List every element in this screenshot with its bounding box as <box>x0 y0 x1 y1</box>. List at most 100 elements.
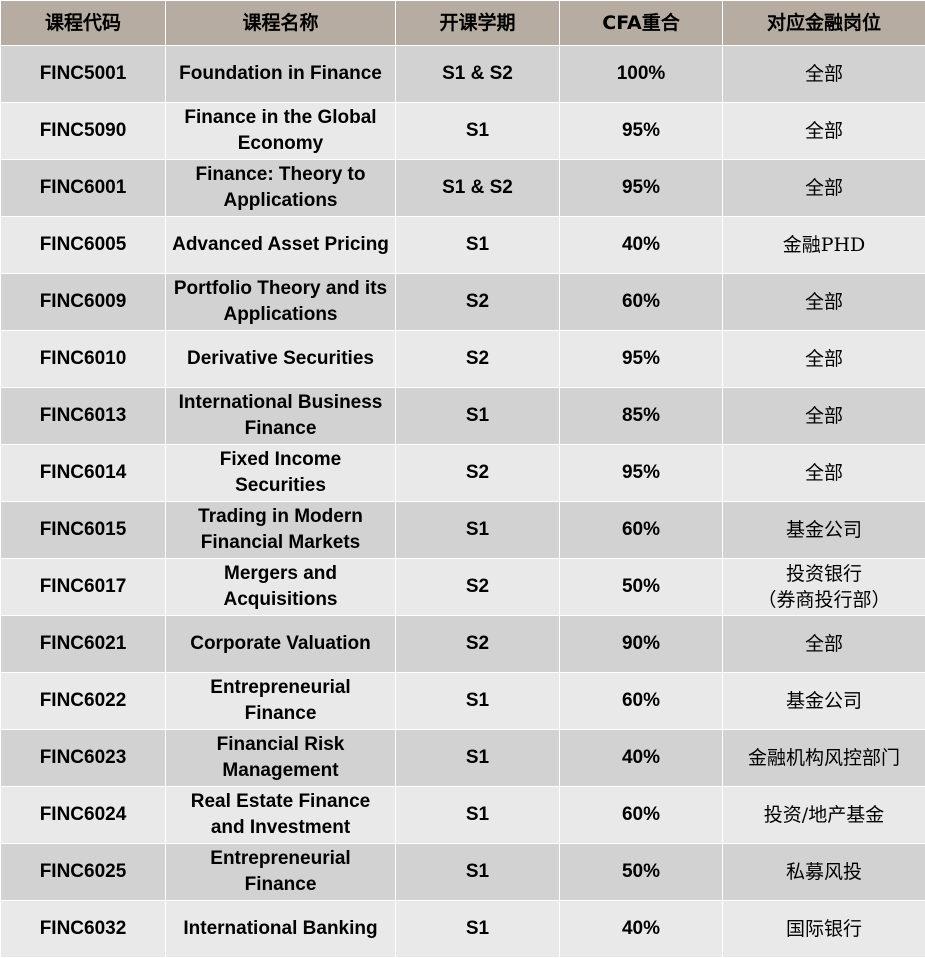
course-code-cell: FINC6022 <box>0 672 166 730</box>
table-row: FINC5090 Finance in the Global Economy S1 9… <box>0 102 925 160</box>
finance-role-cell: 全部 <box>722 159 925 217</box>
term-cell: S1 <box>395 102 560 160</box>
term-cell: S2 <box>395 615 560 673</box>
term-text: S1 <box>465 804 490 825</box>
finance-role-text: 投资银行 <box>785 563 862 585</box>
table-body: FINC5001 Foundation in Finance S1 & S2 100%… <box>0 45 925 958</box>
course-code-cell: FINC6025 <box>0 843 166 901</box>
finance-role-cell: 基金公司 <box>722 672 925 730</box>
term-text: S2 <box>465 462 490 483</box>
cfa-overlap-text: 40% <box>621 747 661 768</box>
finance-role-text: 全部 <box>804 633 843 655</box>
cfa-overlap-text: 95% <box>621 348 661 369</box>
cfa-overlap-cell: 60% <box>559 672 723 730</box>
cfa-overlap-cell: 95% <box>559 330 723 388</box>
finance-role-text: 全部 <box>804 177 843 199</box>
course-code-cell: FINC6023 <box>0 729 166 787</box>
table-row: FINC6013 International Business Finance S1… <box>0 387 925 445</box>
term-cell: S1 <box>395 501 560 559</box>
finance-role-cell: 投资银行 （券商投行部） <box>722 558 925 616</box>
course-name-text: International Business Finance <box>178 392 383 439</box>
course-code-cell: FINC6010 <box>0 330 166 388</box>
cfa-overlap-cell: 40% <box>559 729 723 787</box>
term-cell: S1 <box>395 786 560 844</box>
course-code-text: FINC6005 <box>39 234 127 255</box>
course-code-text: FINC6025 <box>39 861 127 882</box>
course-name-text: Real Estate Finance and Investment <box>190 791 371 838</box>
finance-role-text: 基金公司 <box>785 690 862 712</box>
course-code-text: FINC6023 <box>39 747 127 768</box>
cfa-overlap-text: 95% <box>621 177 661 198</box>
course-code-cell: FINC6032 <box>0 900 166 958</box>
term-text: S2 <box>465 291 490 312</box>
finance-role-text: 私募风投 <box>785 861 862 883</box>
table-row: FINC6021 Corporate Valuation S2 90% 全部 <box>0 615 925 673</box>
cfa-overlap-text: 40% <box>621 918 661 939</box>
cfa-overlap-cell: 85% <box>559 387 723 445</box>
table-row: FINC6001 Finance: Theory to Applications S… <box>0 159 925 217</box>
course-name-text: Mergers and Acquisitions <box>223 563 338 610</box>
course-code-cell: FINC6024 <box>0 786 166 844</box>
term-text: S1 <box>465 405 490 426</box>
finance-role-cell: 全部 <box>722 444 925 502</box>
finance-role-cell: 全部 <box>722 387 925 445</box>
course-code-text: FINC5001 <box>39 63 127 84</box>
course-code-cell: FINC6009 <box>0 273 166 331</box>
cfa-overlap-cell: 50% <box>559 558 723 616</box>
finance-role-cell: 私募风投 <box>722 843 925 901</box>
cfa-overlap-text: 60% <box>621 804 661 825</box>
cfa-overlap-text: 95% <box>621 120 661 141</box>
course-code-text: FINC6010 <box>39 348 127 369</box>
course-name-cell: Finance: Theory to Applications <box>165 159 396 217</box>
finance-role-cell: 基金公司 <box>722 501 925 559</box>
finance-role-cell: 全部 <box>722 273 925 331</box>
course-name-cell: Foundation in Finance <box>165 45 396 103</box>
cfa-overlap-cell: 100% <box>559 45 723 103</box>
finance-role-text: 全部 <box>804 291 843 313</box>
course-name-cell: Fixed Income Securities <box>165 444 396 502</box>
term-text: S1 & S2 <box>442 63 513 84</box>
course-name-cell: Trading in Modern Financial Markets <box>165 501 396 559</box>
term-cell: S2 <box>395 330 560 388</box>
course-name-cell: Mergers and Acquisitions <box>165 558 396 616</box>
course-name-cell: International Banking <box>165 900 396 958</box>
term-text: S1 <box>465 120 490 141</box>
finance-role-cell: 全部 <box>722 330 925 388</box>
term-cell: S1 <box>395 843 560 901</box>
header-row: 课程代码 课程名称 开课学期 CFA重合 对应金融岗位 <box>0 0 925 46</box>
term-text: S1 <box>465 861 490 882</box>
table-row: FINC6015 Trading in Modern Financial Mark… <box>0 501 925 559</box>
finance-role-cell: 全部 <box>722 615 925 673</box>
cfa-overlap-cell: 50% <box>559 843 723 901</box>
course-code-text: FINC5090 <box>39 120 127 141</box>
course-name-text: Fixed Income Securities <box>219 449 342 496</box>
course-name-text: Financial Risk Management <box>216 734 345 781</box>
course-name-text: Trading in Modern Financial Markets <box>198 506 363 553</box>
course-name-cell: International Business Finance <box>165 387 396 445</box>
term-cell: S1 <box>395 729 560 787</box>
course-code-cell: FINC6017 <box>0 558 166 616</box>
finance-role-text: 金融机构风控部门 <box>747 747 900 769</box>
table-row: FINC6009 Portfolio Theory and its Applica… <box>0 273 925 331</box>
course-code-cell: FINC6013 <box>0 387 166 445</box>
course-name-text: Advanced Asset Pricing <box>172 234 389 255</box>
finance-role-cell: 金融机构风控部门 <box>722 729 925 787</box>
course-code-text: FINC6013 <box>39 405 127 426</box>
header-cfa-overlap: CFA重合 <box>559 0 723 46</box>
term-cell: S1 <box>395 900 560 958</box>
course-code-cell: FINC6021 <box>0 615 166 673</box>
finance-role-text: 全部 <box>804 120 843 142</box>
term-cell: S1 & S2 <box>395 159 560 217</box>
course-name-text: Derivative Securities <box>187 348 374 369</box>
table-row: FINC6005 Advanced Asset Pricing S1 40% 金融PHD <box>0 216 925 274</box>
course-name-text: Entrepreneurial Finance <box>210 677 351 724</box>
term-cell: S2 <box>395 558 560 616</box>
course-code-cell: FINC6001 <box>0 159 166 217</box>
term-text: S1 <box>465 747 490 768</box>
cfa-overlap-text: 40% <box>621 234 661 255</box>
cfa-overlap-cell: 40% <box>559 900 723 958</box>
course-code-text: FINC6021 <box>39 633 127 654</box>
cfa-overlap-cell: 60% <box>559 501 723 559</box>
course-name-text: Corporate Valuation <box>190 633 371 654</box>
finance-role-text: 国际银行 <box>785 918 862 940</box>
